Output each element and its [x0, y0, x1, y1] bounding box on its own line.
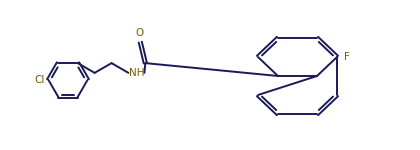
Text: NH: NH [129, 68, 145, 78]
Text: O: O [135, 28, 143, 38]
Text: F: F [344, 52, 350, 62]
Text: Cl: Cl [34, 75, 45, 85]
